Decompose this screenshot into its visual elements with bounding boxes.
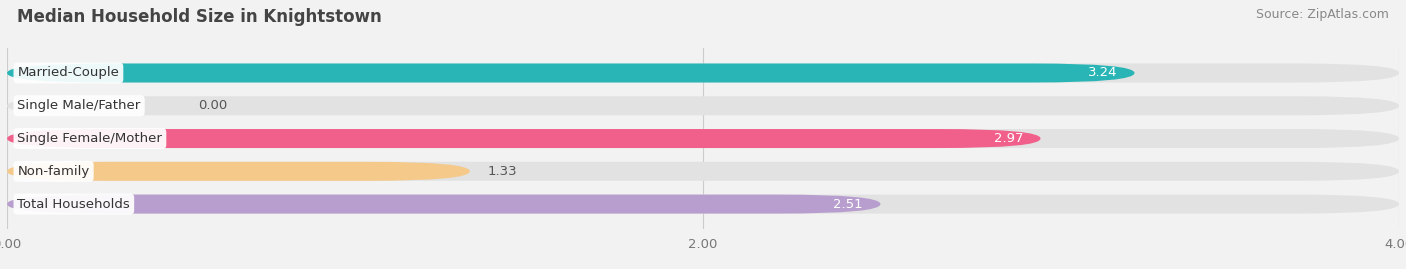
Text: Non-family: Non-family (17, 165, 90, 178)
Text: Median Household Size in Knightstown: Median Household Size in Knightstown (17, 8, 381, 26)
Text: Single Male/Father: Single Male/Father (17, 99, 141, 112)
FancyBboxPatch shape (7, 194, 1399, 214)
FancyBboxPatch shape (7, 129, 1399, 148)
Text: 2.51: 2.51 (834, 197, 863, 211)
Text: Single Female/Mother: Single Female/Mother (17, 132, 162, 145)
Text: 0.00: 0.00 (198, 99, 228, 112)
FancyBboxPatch shape (7, 63, 1135, 83)
Text: Source: ZipAtlas.com: Source: ZipAtlas.com (1256, 8, 1389, 21)
FancyBboxPatch shape (7, 194, 880, 214)
Text: 3.24: 3.24 (1088, 66, 1118, 80)
Text: 2.97: 2.97 (994, 132, 1024, 145)
FancyBboxPatch shape (7, 63, 1399, 83)
FancyBboxPatch shape (7, 162, 1399, 181)
Text: Married-Couple: Married-Couple (17, 66, 120, 80)
FancyBboxPatch shape (7, 129, 1040, 148)
FancyBboxPatch shape (7, 162, 470, 181)
FancyBboxPatch shape (7, 96, 1399, 115)
Text: 1.33: 1.33 (488, 165, 517, 178)
Text: Total Households: Total Households (17, 197, 131, 211)
